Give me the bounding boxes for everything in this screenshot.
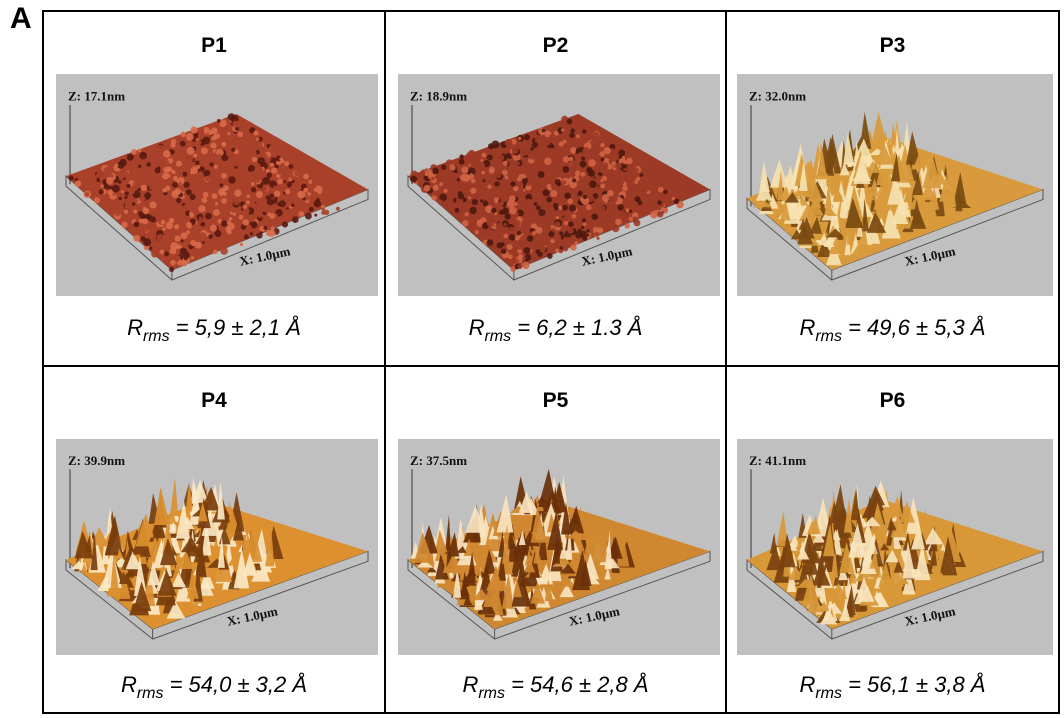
- afm-surface-image: Z: 17.1nm X: 1.0µm: [56, 74, 378, 296]
- z-axis-label: Z: 39.9nm: [68, 453, 125, 468]
- afm-surface-image: Z: 32.0nm X: 1.0µm: [737, 74, 1053, 296]
- afm-surface-svg: Z: 37.5nm X: 1.0µm: [407, 453, 711, 640]
- sample-title: P5: [542, 389, 569, 412]
- x-axis-label: X: 1.0µm: [225, 603, 279, 628]
- sample-title: P3: [879, 34, 906, 57]
- rms-number: = 49,6 ± 5,3 Å: [841, 315, 986, 340]
- rms-number: = 6,2 ± 1.3 Å: [511, 315, 643, 340]
- sample-title: P2: [542, 34, 569, 57]
- rms-subscript: rms: [136, 685, 164, 702]
- z-axis-label: Z: 37.5nm: [410, 453, 467, 468]
- sample-cell-p3: P3 Z: 32.0nm X: 1.0µm Rrms = 49,6 ± 5,3 Å: [727, 12, 1058, 367]
- roughness-value: Rrms = 54,6 ± 2,8 Å: [386, 672, 725, 703]
- roughness-value: Rrms = 56,1 ± 3,8 Å: [727, 672, 1058, 703]
- panel-letter: A: [10, 2, 32, 35]
- sample-cell-p6: P6 Z: 41.1nm X: 1.0µm Rrms = 56,1 ± 3,8 Å: [727, 367, 1058, 712]
- afm-surface-svg: Z: 32.0nm X: 1.0µm: [746, 89, 1044, 281]
- x-axis-label: X: 1.0µm: [238, 243, 292, 268]
- roughness-value: Rrms = 5,9 ± 2,1 Å: [44, 315, 384, 346]
- sample-cell-p5: P5 Z: 37.5nm X: 1.0µm Rrms = 54,6 ± 2,8 Å: [386, 367, 727, 712]
- rms-subscript: rms: [815, 685, 842, 702]
- afm-surface-svg: Z: 18.9nm X: 1.0µm: [407, 89, 711, 281]
- roughness-value: Rrms = 54,0 ± 3,2 Å: [44, 672, 384, 703]
- rms-subscript: rms: [142, 328, 170, 345]
- roughness-value: Rrms = 6,2 ± 1.3 Å: [386, 315, 725, 346]
- rms-subscript: rms: [815, 328, 842, 345]
- rms-subscript: rms: [478, 685, 505, 702]
- sample-title: P4: [201, 389, 227, 412]
- rms-number: = 56,1 ± 3,8 Å: [841, 672, 986, 697]
- afm-surface-image: Z: 37.5nm X: 1.0µm: [398, 439, 720, 655]
- z-axis-label: Z: 41.1nm: [749, 453, 806, 468]
- afm-image-grid: P1 Z: 17.1nm X: 1.0µm Rrms = 5,9 ± 2,1 Å …: [42, 10, 1060, 714]
- z-axis-label: Z: 17.1nm: [68, 89, 125, 104]
- x-axis-label: X: 1.0µm: [567, 603, 621, 628]
- rms-symbol: R: [120, 672, 137, 697]
- rms-symbol: R: [799, 315, 816, 340]
- sample-cell-p1: P1 Z: 17.1nm X: 1.0µm Rrms = 5,9 ± 2,1 Å: [44, 12, 386, 367]
- rms-number: = 5,9 ± 2,1 Å: [169, 315, 301, 340]
- afm-surface-svg: Z: 39.9nm X: 1.0µm: [65, 453, 369, 640]
- sample-cell-p4: P4 Z: 39.9nm X: 1.0µm Rrms = 54,0 ± 3,2 Å: [44, 367, 386, 712]
- x-axis-label: X: 1.0µm: [580, 243, 634, 268]
- rms-subscript: rms: [484, 328, 512, 345]
- afm-surface-svg: Z: 17.1nm X: 1.0µm: [65, 89, 369, 281]
- rms-symbol: R: [799, 672, 816, 697]
- rms-symbol: R: [468, 315, 485, 340]
- rms-number: = 54,6 ± 2,8 Å: [504, 672, 649, 697]
- z-axis-label: Z: 18.9nm: [410, 89, 467, 104]
- rms-symbol: R: [462, 672, 479, 697]
- rms-number: = 54,0 ± 3,2 Å: [163, 672, 308, 697]
- afm-surface-image: Z: 18.9nm X: 1.0µm: [398, 74, 720, 296]
- afm-surface-image: Z: 41.1nm X: 1.0µm: [737, 439, 1053, 655]
- afm-surface-svg: Z: 41.1nm X: 1.0µm: [746, 453, 1044, 640]
- x-axis-label: X: 1.0µm: [903, 243, 957, 268]
- sample-cell-p2: P2 Z: 18.9nm X: 1.0µm Rrms = 6,2 ± 1.3 Å: [386, 12, 727, 367]
- x-axis-label: X: 1.0µm: [903, 603, 957, 628]
- roughness-value: Rrms = 49,6 ± 5,3 Å: [727, 315, 1058, 346]
- afm-surface-image: Z: 39.9nm X: 1.0µm: [56, 439, 378, 655]
- sample-title: P6: [879, 389, 906, 412]
- rms-symbol: R: [127, 315, 143, 340]
- z-axis-label: Z: 32.0nm: [749, 89, 806, 104]
- sample-title: P1: [201, 34, 227, 57]
